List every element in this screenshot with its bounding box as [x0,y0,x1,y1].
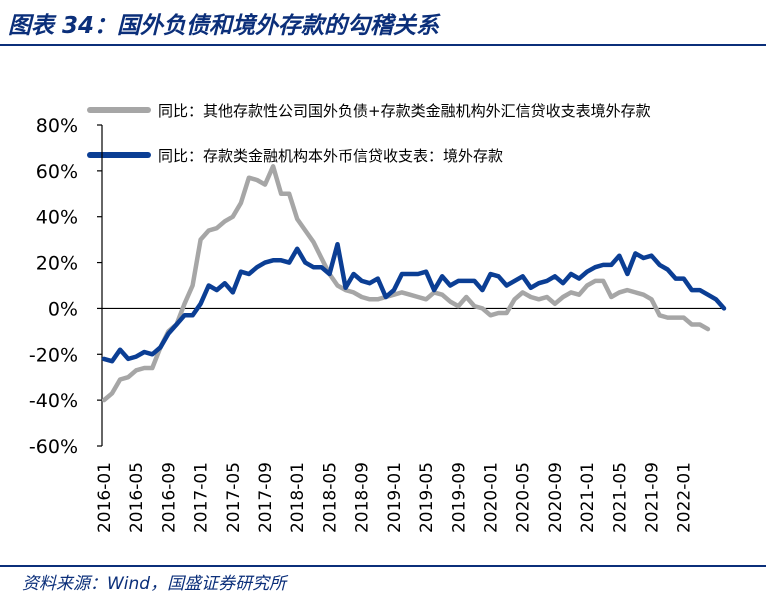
legend: 同比：其他存款性公司国外负债+存款类金融机构外汇信贷收支表境外存款 同比：存款类… [87,102,651,165]
legend-label-blue: 同比：存款类金融机构本外币信贷收支表：境外存款 [158,147,503,165]
legend-label-gray: 同比：其他存款性公司国外负债+存款类金融机构外汇信贷收支表境外存款 [158,102,651,120]
x-tick-label: 2020-01 [481,462,501,533]
y-tick-label: -60% [29,436,78,458]
header: 图表 34：国外负债和境外存款的勾稽关系 [0,0,766,46]
page-title: 图表 34：国外负债和境外存款的勾稽关系 [8,13,440,39]
x-tick-label: 2021-05 [610,462,630,533]
x-tick-label: 2016-05 [127,462,147,533]
x-tick-label: 2021-09 [643,462,663,533]
x-tick-label: 2017-01 [192,462,212,533]
series-line-gray [101,164,711,403]
y-tick-label: 40% [36,207,78,229]
x-tick-label: 2021-01 [578,462,598,533]
x-tick-label: 2019-05 [417,462,437,533]
source-note: 资料来源：Wind，国盛证券研究所 [22,574,287,594]
y-tick-label: 20% [36,253,78,275]
x-tick-label: 2017-05 [224,462,244,533]
footer-rule [0,565,766,567]
x-tick-label: 2019-09 [449,462,469,533]
x-tick-label: 2018-09 [353,462,373,533]
x-tick-label: 2019-01 [385,462,405,533]
x-axis: 2016-01 2016-05 2016-09 2017-01 2017-05 2017-… [95,307,726,533]
x-tick-label: 2018-05 [320,462,340,533]
y-tick-label: 0% [48,298,78,320]
y-tick-label: 60% [36,161,78,183]
x-tick-label: 2018-01 [288,462,308,533]
x-tick-label: 2016-09 [159,462,179,533]
x-tick-label: 2020-09 [546,462,566,533]
y-tick-label: 80% [36,115,78,137]
series-line-blue [101,241,727,364]
y-axis: 80% 60% 40% 20% 0% -20% -40% -60% [29,115,103,458]
x-tick-label: 2020-05 [514,462,534,533]
header-rule [0,44,766,46]
y-tick-label: -40% [29,390,78,412]
x-tick-label: 2022-01 [675,462,695,533]
x-tick-label: 2017-09 [256,462,276,533]
plot-area [101,164,727,403]
y-tick-label: -20% [29,344,78,366]
x-tick-label: 2016-01 [95,462,115,533]
